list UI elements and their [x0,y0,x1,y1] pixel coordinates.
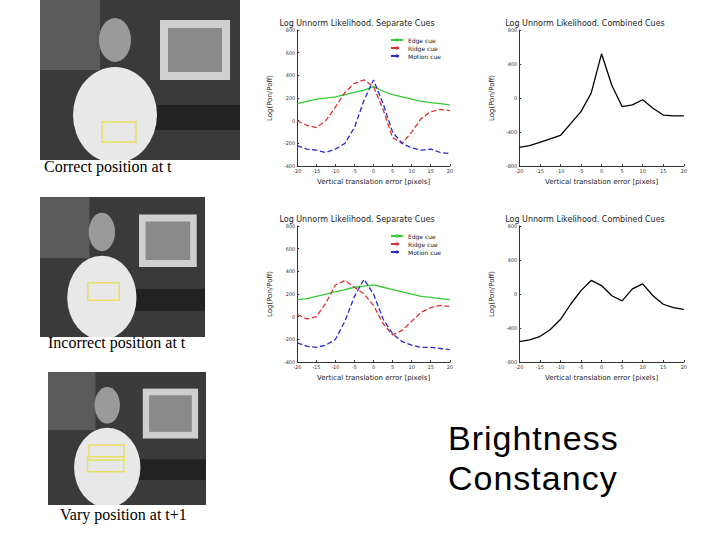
svg-text:-5: -5 [352,168,357,174]
svg-text:Vertical translation error [pi: Vertical translation error [pixels] [545,374,658,382]
svg-text:-400: -400 [283,163,296,170]
svg-text:Log Unnorm Likelihood. Combine: Log Unnorm Likelihood. Combined Cues [505,215,665,224]
svg-text:200: 200 [286,95,296,101]
svg-text:0: 0 [600,364,603,370]
svg-text:Ridge cue: Ridge cue [408,45,438,53]
svg-text:0: 0 [600,168,603,174]
svg-text:400: 400 [286,72,296,78]
svg-text:Edge cue: Edge cue [408,233,436,241]
html-text:Correct position at t: Correct position at t [44,158,172,175]
svg-text:Log Unnorm Likelihood. Separat: Log Unnorm Likelihood. Separate Cues [279,215,434,224]
html-text:Vary position at t+1: Vary position at t+1 [60,506,187,523]
svg-text:-400: -400 [506,325,517,331]
svg-text:Log Unnorm Likelihood. Combine: Log Unnorm Likelihood. Combined Cues [505,19,665,28]
svg-text:5: 5 [621,364,624,370]
svg-text:Motion cue: Motion cue [408,53,441,60]
svg-text:Ridge cue: Ridge cue [408,241,438,249]
svg-text:0: 0 [372,168,375,174]
svg-text:-200: -200 [284,336,295,342]
svg-text:-5: -5 [352,364,357,370]
svg-text:10: 10 [408,364,414,370]
svg-text:-15: -15 [536,364,544,370]
svg-text:-10: -10 [556,168,564,174]
svg-text:800: 800 [286,223,296,229]
svg-text:0: 0 [292,118,295,124]
svg-text:-10: -10 [556,364,564,370]
svg-text:-800: -800 [505,163,518,170]
svg-text:-15: -15 [536,168,544,174]
svg-text:-400: -400 [283,359,296,366]
svg-text:20: 20 [681,168,687,174]
svg-text:10: 10 [639,168,645,174]
svg-text:Motion cue: Motion cue [408,249,441,256]
svg-text:200: 200 [286,291,296,297]
svg-text:-5: -5 [578,364,583,370]
svg-text:Log Unnorm Likelihood. Separat: Log Unnorm Likelihood. Separate Cues [279,19,434,28]
svg-text:600: 600 [286,246,296,252]
svg-text:0: 0 [292,314,295,320]
svg-text:800: 800 [508,223,518,229]
svg-text:400: 400 [286,268,296,274]
svg-text:-20: -20 [515,364,523,370]
svg-text:0: 0 [514,291,517,297]
svg-text:-200: -200 [284,140,295,146]
svg-text:15: 15 [428,168,434,174]
svg-text:0: 0 [372,364,375,370]
svg-text:-400: -400 [506,129,517,135]
svg-text:20: 20 [681,364,687,370]
svg-text:-20: -20 [515,168,523,174]
svg-text:Log(Pon/Poff): Log(Pon/Poff) [266,75,274,121]
html-text:Brightness Constancy: Brightness Constancy [448,419,619,497]
svg-text:Vertical translation error [pi: Vertical translation error [pixels] [317,374,430,382]
svg-text:-15: -15 [312,168,320,174]
svg-text:5: 5 [391,168,394,174]
svg-text:10: 10 [408,168,414,174]
svg-text:-5: -5 [578,168,583,174]
svg-text:400: 400 [508,257,518,263]
svg-text:Vertical translation error [pi: Vertical translation error [pixels] [317,178,430,186]
svg-text:15: 15 [660,168,666,174]
svg-text:Log(Pon/Poff): Log(Pon/Poff) [488,271,496,317]
svg-text:Log(Pon/Poff): Log(Pon/Poff) [488,75,496,121]
svg-text:400: 400 [508,61,518,67]
svg-text:0: 0 [514,95,517,101]
svg-text:600: 600 [286,50,296,56]
svg-text:Log(Pon/Poff): Log(Pon/Poff) [266,271,274,317]
svg-text:15: 15 [428,364,434,370]
svg-text:20: 20 [447,364,453,370]
svg-text:5: 5 [621,168,624,174]
svg-text:Vertical translation error [pi: Vertical translation error [pixels] [545,178,658,186]
html-text:Incorrect position at t: Incorrect position at t [48,334,186,351]
svg-text:5: 5 [391,364,394,370]
svg-text:-15: -15 [312,364,320,370]
svg-text:15: 15 [660,364,666,370]
svg-text:-20: -20 [293,364,301,370]
svg-text:800: 800 [508,27,518,33]
svg-text:-20: -20 [293,168,301,174]
svg-text:-10: -10 [331,364,339,370]
svg-text:-10: -10 [331,168,339,174]
svg-text:Edge cue: Edge cue [408,37,436,45]
svg-text:-800: -800 [505,359,518,366]
svg-text:10: 10 [639,364,645,370]
svg-text:800: 800 [286,27,296,33]
svg-text:20: 20 [447,168,453,174]
